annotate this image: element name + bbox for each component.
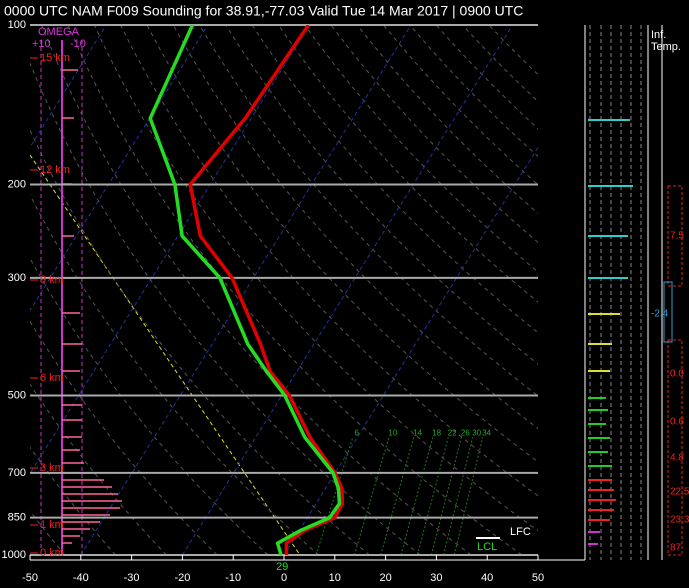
dry-adiabat <box>172 25 538 430</box>
isotherm <box>181 25 514 555</box>
inf-temp-value: 87 <box>670 543 682 554</box>
inf-temp-value: 22.5 <box>670 487 689 498</box>
omega-tick: +10 <box>32 38 51 50</box>
dry-adiabat <box>356 25 538 214</box>
mixing-ratio-label: 34 <box>482 429 491 438</box>
x-tick-label: -30 <box>124 572 140 584</box>
dry-adiabat <box>41 25 472 555</box>
dry-adiabat <box>199 25 538 397</box>
chart-title: 0000 UTC NAM F009 Sounding for 38.91,-77… <box>4 3 523 19</box>
omega-label: OMEGA <box>38 26 80 38</box>
inf-temp-value: 23.3 <box>670 515 689 526</box>
x-tick-label: -20 <box>174 572 190 584</box>
isotherm <box>30 25 209 312</box>
x-tick-label: 30 <box>430 572 442 584</box>
profile-line <box>148 25 342 555</box>
mixing-ratio-line <box>453 437 484 555</box>
inf-temp-bracket <box>663 281 673 343</box>
mixing-ratio-label: 22 <box>448 429 457 438</box>
inf-temp-value: 7.5 <box>670 231 684 242</box>
dry-adiabat <box>251 25 538 334</box>
x-tick-label: 20 <box>379 572 391 584</box>
mixing-ratio-label: 30 <box>472 429 481 438</box>
x-tick-label: 0 <box>281 572 287 584</box>
dry-adiabat <box>225 25 538 365</box>
y-tick-label: 100 <box>8 19 26 31</box>
x-tick-label: -50 <box>22 572 38 584</box>
mixing-ratio-line <box>443 437 474 555</box>
mixing-ratio-label: 18 <box>432 429 441 438</box>
surface-label: 29 <box>276 561 288 573</box>
dry-adiabat <box>330 25 538 244</box>
dry-adiabat <box>30 320 218 555</box>
reference-line <box>30 154 301 555</box>
inf-temp-value: 0.0 <box>670 369 684 380</box>
omega-tick: -10 <box>70 38 86 50</box>
mixing-ratio-line <box>400 437 434 555</box>
y-tick-label: 300 <box>8 272 26 284</box>
x-tick-label: -10 <box>225 572 241 584</box>
mixing-ratio-label: 10 <box>388 429 397 438</box>
dry-adiabat <box>30 61 421 555</box>
lfc-label: LFC <box>510 526 531 538</box>
isotherm <box>30 25 310 475</box>
side-panel-bars <box>588 119 633 545</box>
x-tick-label: 40 <box>481 572 493 584</box>
height-label: 0 km <box>40 547 64 559</box>
mixing-ratio-line <box>353 437 390 555</box>
mixing-ratio-line <box>315 437 354 555</box>
height-label: 3 km <box>40 462 64 474</box>
height-label: 1 km <box>40 519 64 531</box>
height-label: 12 km <box>40 164 70 176</box>
dry-adiabat <box>383 25 538 186</box>
mixing-ratio-label: 6 <box>355 429 360 438</box>
mixing-ratio-line <box>430 437 462 555</box>
dry-adiabat <box>30 257 269 555</box>
dry-adiabat <box>120 25 538 497</box>
isotherm <box>30 25 107 149</box>
height-label: 6 km <box>40 372 64 384</box>
profile-line <box>188 25 345 555</box>
y-tick-label: 1000 <box>2 549 26 561</box>
dry-adiabat <box>409 25 538 158</box>
inf-temp-value: 0.6 <box>670 417 684 428</box>
side-panel-guides <box>589 25 642 560</box>
mixing-ratio-line <box>380 437 415 555</box>
y-tick-label: 500 <box>8 389 26 401</box>
x-tick-label: 50 <box>532 572 544 584</box>
x-tick-label: 10 <box>329 572 341 584</box>
mixing-ratio-label: 14 <box>413 429 422 438</box>
height-label: 9 km <box>40 274 64 286</box>
dry-adiabat <box>488 25 538 76</box>
background-lines <box>30 25 538 555</box>
y-tick-label: 200 <box>8 178 26 190</box>
dry-adiabat <box>30 193 320 555</box>
dry-adiabat <box>462 25 538 103</box>
lcl-label: LCL <box>477 541 497 553</box>
inf-temp-value: -2.4 <box>651 309 669 320</box>
y-tick-label: 700 <box>8 467 26 479</box>
inf-title: Inf. <box>651 29 666 41</box>
isotherm <box>80 25 412 555</box>
inf-title: Temp. <box>651 41 681 53</box>
dry-adiabat <box>435 25 538 130</box>
mixing-ratio-label: 26 <box>461 429 470 438</box>
inf-temp-value: 4.8 <box>670 453 684 464</box>
dry-adiabat <box>30 128 370 555</box>
inf-temp-brackets <box>667 185 683 556</box>
dry-adiabat <box>67 25 523 555</box>
x-tick-label: -40 <box>73 572 89 584</box>
height-label: 15 km <box>40 52 70 64</box>
mixing-ratio-line <box>416 437 449 555</box>
y-tick-label: 850 <box>8 511 26 523</box>
